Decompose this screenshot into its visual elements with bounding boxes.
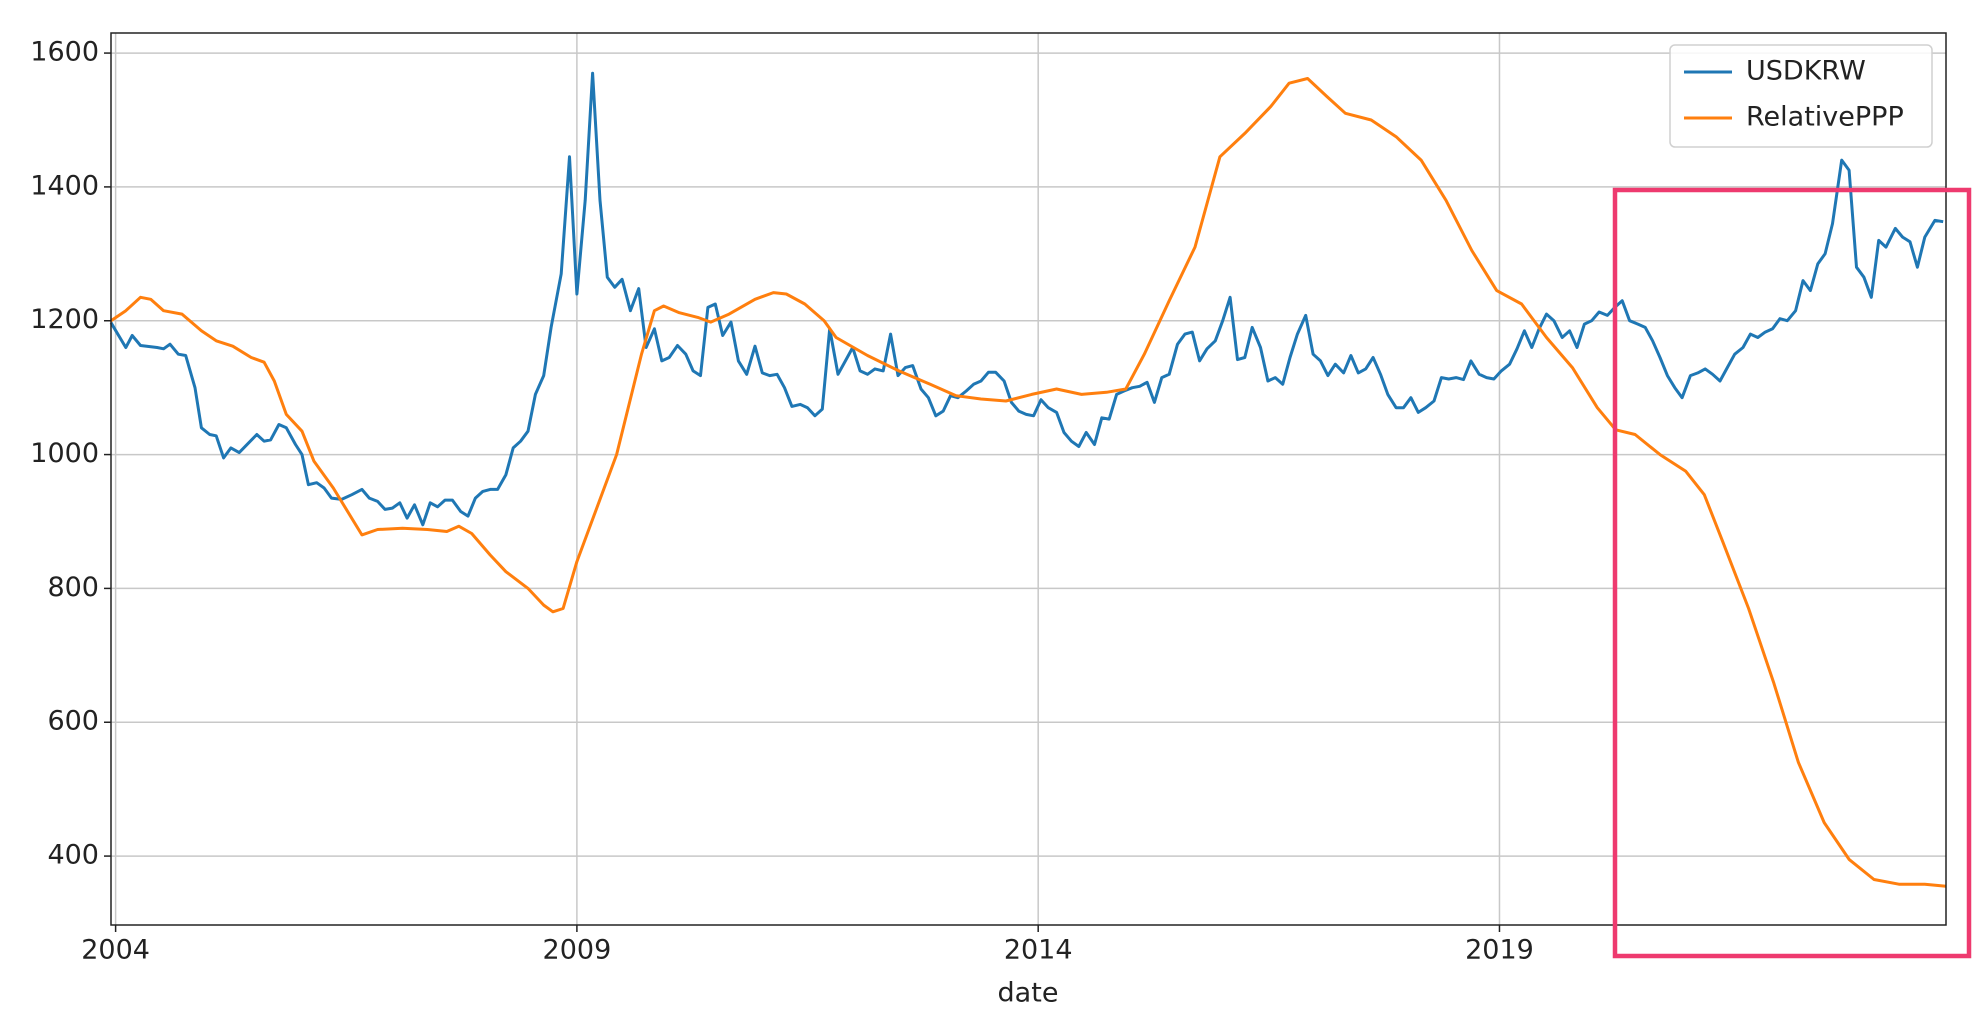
y-tick-label: 1600: [30, 37, 99, 68]
x-tick-label: 2009: [543, 935, 612, 966]
y-tick-label: 1200: [30, 304, 99, 335]
x-axis-label: date: [998, 978, 1059, 1009]
x-tick-label: 2014: [1004, 935, 1073, 966]
legend-label: USDKRW: [1746, 56, 1866, 87]
legend-label: RelativePPP: [1746, 102, 1904, 133]
y-tick-label: 800: [47, 572, 99, 603]
line-series: [110, 77, 1947, 888]
line-series: [109, 71, 1944, 527]
legend-box: [1669, 44, 1933, 148]
y-tick-label: 400: [47, 840, 99, 871]
y-tick-label: 1400: [30, 170, 99, 201]
plot-frame: [110, 32, 1947, 926]
x-tick-label: 2019: [1465, 935, 1534, 966]
y-tick-label: 1000: [30, 438, 99, 469]
highlight-box: [1612, 187, 1972, 959]
x-tick-label: 2004: [81, 935, 150, 966]
y-tick-label: 600: [47, 706, 99, 737]
